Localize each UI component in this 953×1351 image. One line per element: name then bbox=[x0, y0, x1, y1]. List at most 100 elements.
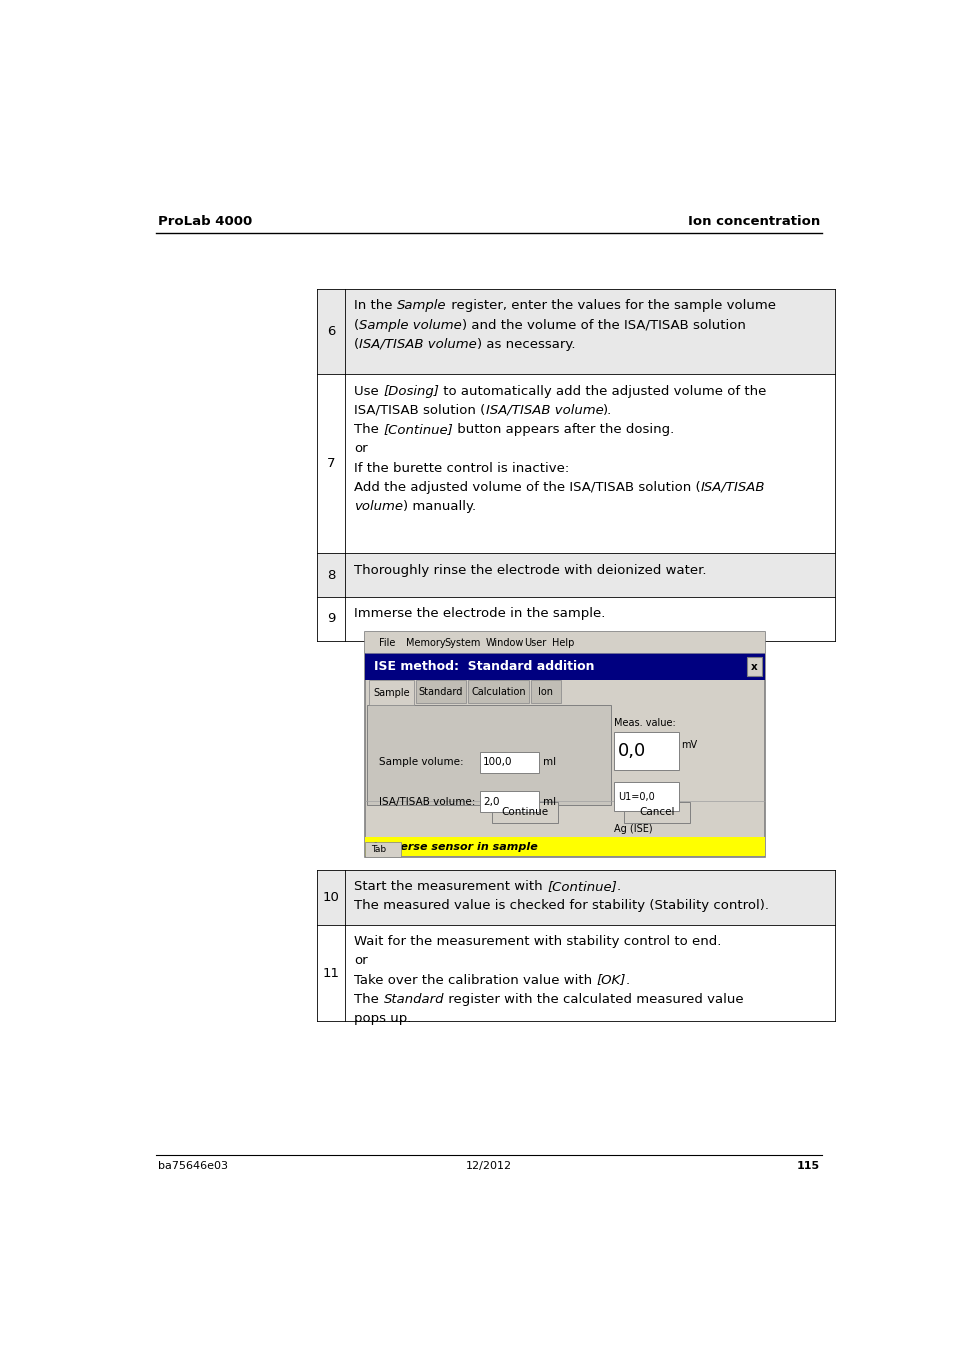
Text: Immerse the electrode in the sample.: Immerse the electrode in the sample. bbox=[354, 608, 605, 620]
Text: U1=0,0: U1=0,0 bbox=[617, 792, 654, 801]
Text: The: The bbox=[354, 423, 383, 436]
Bar bbox=[614, 732, 679, 770]
Bar bbox=[365, 838, 764, 857]
Text: mV: mV bbox=[680, 739, 697, 750]
Bar bbox=[746, 658, 760, 676]
Text: to automatically add the adjusted volume of the: to automatically add the adjusted volume… bbox=[438, 385, 766, 397]
Text: Immerse sensor in sample: Immerse sensor in sample bbox=[373, 842, 537, 852]
Text: 7: 7 bbox=[327, 457, 335, 470]
Text: register with the calculated measured value: register with the calculated measured va… bbox=[443, 993, 742, 1005]
Text: Help: Help bbox=[551, 638, 574, 647]
Text: 8: 8 bbox=[327, 569, 335, 582]
Bar bbox=[623, 802, 689, 823]
Text: ProLab 4000: ProLab 4000 bbox=[157, 215, 252, 228]
Text: 6: 6 bbox=[327, 326, 335, 338]
Text: Start the measurement with: Start the measurement with bbox=[354, 880, 547, 893]
Bar bbox=[317, 374, 834, 554]
Text: register, enter the values for the sample volume: register, enter the values for the sampl… bbox=[446, 300, 775, 312]
Bar bbox=[479, 792, 538, 812]
Text: Calculation: Calculation bbox=[471, 686, 525, 697]
Text: Ion: Ion bbox=[537, 686, 553, 697]
Bar bbox=[468, 680, 528, 703]
Text: ).: ). bbox=[602, 404, 612, 417]
Text: If the burette control is inactive:: If the burette control is inactive: bbox=[354, 462, 569, 474]
Text: Take over the calibration value with: Take over the calibration value with bbox=[354, 974, 597, 986]
Text: 0,0: 0,0 bbox=[617, 742, 645, 759]
Text: 2,0: 2,0 bbox=[482, 797, 499, 807]
Text: Window: Window bbox=[485, 638, 524, 647]
Text: Sample: Sample bbox=[396, 300, 446, 312]
Text: ml: ml bbox=[542, 758, 556, 767]
Text: ) manually.: ) manually. bbox=[403, 500, 476, 513]
Text: Standard: Standard bbox=[418, 686, 462, 697]
Text: ) as necessary.: ) as necessary. bbox=[476, 338, 575, 351]
Text: or: or bbox=[354, 443, 368, 455]
Text: User: User bbox=[524, 638, 546, 647]
Text: .: . bbox=[625, 974, 630, 986]
Text: Ag (ISE): Ag (ISE) bbox=[614, 824, 652, 834]
Bar bbox=[317, 870, 834, 924]
Text: ISA/TISAB volume:: ISA/TISAB volume: bbox=[378, 797, 475, 807]
Bar bbox=[416, 680, 465, 703]
Text: [Dosing]: [Dosing] bbox=[383, 385, 438, 397]
Bar bbox=[317, 554, 834, 597]
Text: (: ( bbox=[354, 338, 359, 351]
Text: Sample volume: Sample volume bbox=[359, 319, 462, 332]
Bar bbox=[365, 632, 764, 857]
Text: 9: 9 bbox=[327, 612, 335, 626]
Bar bbox=[369, 680, 413, 705]
Text: Add the adjusted volume of the ISA/TISAB solution (: Add the adjusted volume of the ISA/TISAB… bbox=[354, 481, 700, 494]
Text: The: The bbox=[354, 993, 383, 1005]
Text: System: System bbox=[444, 638, 480, 647]
Text: ISE method:  Standard addition: ISE method: Standard addition bbox=[374, 661, 595, 673]
Bar bbox=[367, 705, 610, 805]
Text: The measured value is checked for stability (Stability control).: The measured value is checked for stabil… bbox=[354, 900, 768, 912]
Bar bbox=[492, 802, 558, 823]
Text: Memory: Memory bbox=[406, 638, 445, 647]
Text: Tab: Tab bbox=[371, 846, 386, 854]
Text: Ion concentration: Ion concentration bbox=[687, 215, 820, 228]
Text: [OK]: [OK] bbox=[597, 974, 625, 986]
Bar bbox=[317, 289, 834, 374]
Text: [Continue]: [Continue] bbox=[383, 423, 453, 436]
Text: 11: 11 bbox=[323, 966, 339, 979]
Bar bbox=[365, 632, 764, 653]
Bar bbox=[531, 680, 560, 703]
Text: Cancel: Cancel bbox=[639, 808, 674, 817]
Text: 12/2012: 12/2012 bbox=[465, 1161, 512, 1171]
Text: (: ( bbox=[354, 319, 359, 332]
Text: Continue: Continue bbox=[501, 808, 548, 817]
Text: 100,0: 100,0 bbox=[482, 758, 512, 767]
Text: [Continue]: [Continue] bbox=[547, 880, 617, 893]
Text: Wait for the measurement with stability control to end.: Wait for the measurement with stability … bbox=[354, 935, 721, 948]
Text: Meas. value:: Meas. value: bbox=[614, 717, 675, 728]
Text: or: or bbox=[354, 954, 368, 967]
Text: Sample: Sample bbox=[373, 688, 409, 697]
Text: ba75646e03: ba75646e03 bbox=[157, 1161, 228, 1171]
Text: ISA/TISAB volume: ISA/TISAB volume bbox=[359, 338, 476, 351]
Text: ISA/TISAB volume: ISA/TISAB volume bbox=[485, 404, 602, 417]
Text: Thoroughly rinse the electrode with deionized water.: Thoroughly rinse the electrode with deio… bbox=[354, 563, 706, 577]
Text: ml: ml bbox=[542, 797, 556, 807]
Text: x: x bbox=[750, 662, 757, 671]
Text: In the: In the bbox=[354, 300, 396, 312]
Text: 10: 10 bbox=[323, 890, 339, 904]
Text: 115: 115 bbox=[796, 1161, 820, 1171]
Text: File: File bbox=[378, 638, 395, 647]
Text: Use: Use bbox=[354, 385, 383, 397]
Text: ) and the volume of the ISA/TISAB solution: ) and the volume of the ISA/TISAB soluti… bbox=[462, 319, 745, 332]
Text: ISA/TISAB solution (: ISA/TISAB solution ( bbox=[354, 404, 485, 417]
Text: volume: volume bbox=[354, 500, 403, 513]
Bar bbox=[479, 753, 538, 773]
Text: pops up.: pops up. bbox=[354, 1012, 412, 1025]
Text: .: . bbox=[617, 880, 620, 893]
Text: Sample volume:: Sample volume: bbox=[378, 758, 463, 767]
Bar bbox=[317, 597, 834, 640]
Bar bbox=[365, 843, 400, 857]
Bar bbox=[365, 653, 764, 680]
Text: button appears after the dosing.: button appears after the dosing. bbox=[453, 423, 674, 436]
Text: Standard: Standard bbox=[383, 993, 443, 1005]
Text: ISA/TISAB: ISA/TISAB bbox=[700, 481, 764, 494]
Bar bbox=[317, 924, 834, 1021]
Bar bbox=[614, 782, 679, 811]
